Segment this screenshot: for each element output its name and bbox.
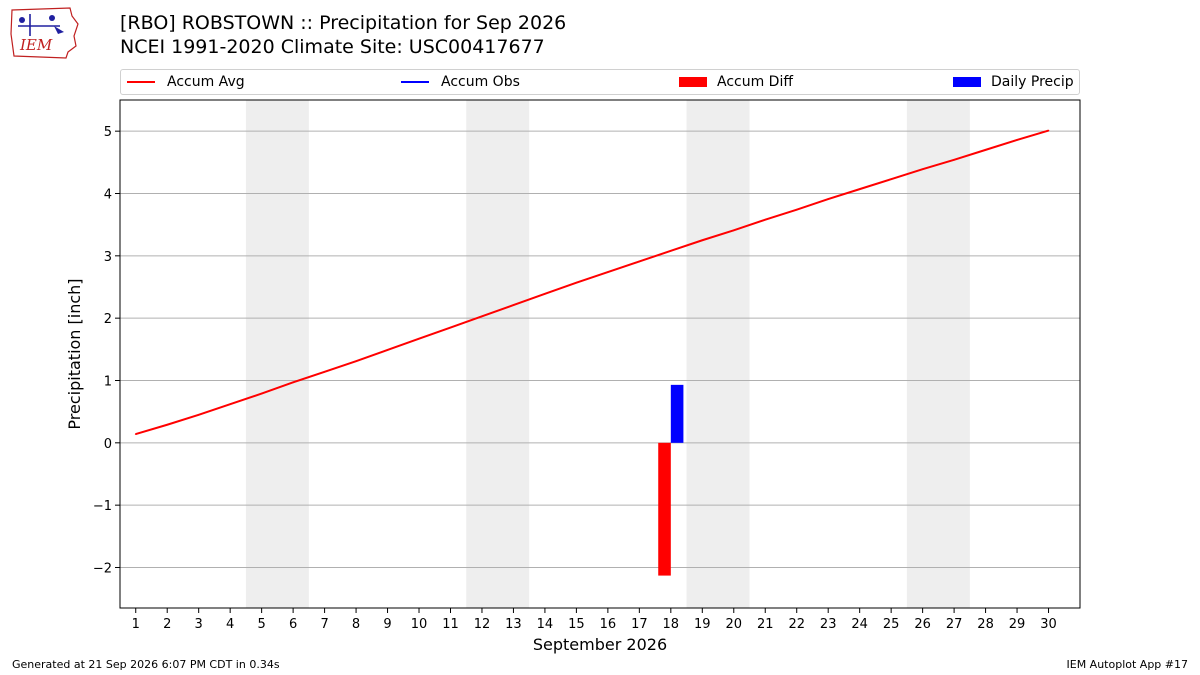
- legend: Accum Avg Accum Obs Accum Diff Daily Pre…: [120, 69, 1080, 95]
- plot-frame: [119, 99, 1081, 609]
- accum-avg-point: [575, 281, 578, 284]
- chart-title: [RBO] ROBSTOWN :: Precipitation for Sep …: [120, 12, 567, 34]
- legend-swatch: [953, 77, 981, 87]
- accum-avg-point: [260, 392, 263, 395]
- logo-text: IEM: [19, 36, 53, 54]
- x-tick-label: 5: [257, 617, 265, 632]
- legend-label: Daily Precip: [991, 74, 1074, 90]
- x-tick-label: 2: [163, 617, 171, 632]
- legend-label: Accum Obs: [441, 74, 520, 90]
- x-tick-label: 14: [537, 617, 554, 632]
- accum-avg-point: [1047, 129, 1050, 132]
- weekend-shade: [686, 100, 750, 608]
- accum-avg-point: [449, 326, 452, 329]
- accum-avg-point: [134, 433, 137, 435]
- accum-diff-bar: [658, 442, 671, 576]
- accum-avg-point: [481, 315, 483, 318]
- daily-precip-bar: [670, 384, 684, 443]
- accum-avg-point: [418, 337, 420, 340]
- x-tick-label: 28: [977, 617, 994, 632]
- x-tick-label: 18: [663, 617, 680, 632]
- accum-avg-point: [890, 178, 892, 180]
- accum-avg-point: [355, 360, 357, 362]
- accum-avg-point: [197, 413, 200, 416]
- x-tick-label: 20: [725, 617, 742, 632]
- x-tick-label: 16: [600, 617, 617, 632]
- x-tick-label: 25: [883, 617, 900, 632]
- x-tick-label: 29: [1009, 617, 1026, 632]
- y-tick-label: 3: [104, 250, 112, 265]
- accum-avg-point: [732, 229, 735, 232]
- series-line-accum-avg: [135, 129, 1049, 436]
- accum-avg-point: [638, 260, 641, 263]
- accum-avg-point: [512, 304, 515, 306]
- legend-label: Accum Diff: [717, 74, 794, 90]
- x-tick-label: 21: [757, 617, 774, 632]
- x-tick-label: 12: [474, 617, 491, 632]
- accum-avg-point: [386, 349, 389, 351]
- accum-avg-point: [229, 403, 231, 405]
- weekend-shade: [245, 100, 309, 608]
- iem-logo: IEM: [10, 7, 79, 59]
- x-tick-label: 13: [505, 617, 522, 632]
- weekend-shade: [466, 100, 530, 608]
- x-tick-label: 6: [289, 617, 297, 632]
- accum-avg-point: [953, 159, 955, 161]
- iowa-state-outline: [10, 7, 79, 59]
- x-tick-label: 7: [320, 617, 328, 632]
- x-tick-label: 30: [1040, 617, 1057, 632]
- accum-avg-point: [166, 423, 169, 426]
- x-tick-label: 27: [946, 617, 963, 632]
- accum-avg-point: [984, 149, 987, 151]
- footer-app: IEM Autoplot App #17: [1066, 658, 1189, 671]
- y-axis-label: Precipitation [inch]: [65, 278, 84, 429]
- x-tick-label: 11: [442, 617, 459, 632]
- accum-avg-point: [827, 198, 829, 200]
- y-tick-label: −1: [93, 499, 112, 514]
- x-tick-label: 15: [568, 617, 585, 632]
- y-tick-label: 2: [104, 312, 112, 327]
- legend-swatch: [679, 77, 707, 87]
- accum-avg-point: [670, 250, 672, 252]
- x-tick-label: 19: [694, 617, 711, 632]
- accum-avg-point: [607, 271, 609, 273]
- y-tick-label: 5: [104, 125, 112, 140]
- y-tick-label: −2: [93, 561, 112, 576]
- accum-avg-point: [795, 208, 798, 211]
- accum-avg-point: [292, 381, 294, 384]
- legend-item-accum-avg: Accum Avg: [127, 70, 245, 94]
- accum-avg-point: [701, 239, 704, 242]
- legend-swatch: [401, 81, 429, 83]
- y-tick-label: 1: [104, 374, 112, 389]
- x-tick-label: 3: [195, 617, 203, 632]
- x-tick-label: 4: [226, 617, 234, 632]
- y-tick-label: 4: [104, 187, 112, 202]
- accum-avg-point: [921, 168, 924, 170]
- x-tick-label: 22: [788, 617, 805, 632]
- x-tick-label: 10: [411, 617, 428, 632]
- accum-avg-point: [1016, 139, 1018, 141]
- x-tick-label: 24: [851, 617, 868, 632]
- x-tick-label: 9: [383, 617, 391, 632]
- x-tick-label: 17: [631, 617, 648, 632]
- chart-subtitle: NCEI 1991-2020 Climate Site: USC00417677: [120, 36, 545, 58]
- legend-swatch: [127, 81, 155, 83]
- x-axis-label: September 2026: [533, 635, 667, 654]
- legend-item-accum-diff: Accum Diff: [679, 70, 793, 94]
- x-tick-label: 23: [820, 617, 837, 632]
- accum-avg-point: [323, 370, 326, 373]
- accum-avg-point: [544, 293, 546, 295]
- legend-item-daily-precip: Daily Precip: [953, 70, 1074, 94]
- accum-avg-point: [858, 188, 861, 190]
- x-tick-label: 1: [132, 617, 140, 632]
- legend-item-accum-obs: Accum Obs: [401, 70, 520, 94]
- weekend-shade: [906, 100, 970, 608]
- footer-generated: Generated at 21 Sep 2026 6:07 PM CDT in …: [12, 658, 280, 671]
- x-tick-label: 8: [352, 617, 360, 632]
- legend-label: Accum Avg: [167, 74, 245, 90]
- y-tick-label: 0: [104, 437, 112, 452]
- x-tick-label: 26: [914, 617, 931, 632]
- accum-avg-point: [764, 218, 767, 221]
